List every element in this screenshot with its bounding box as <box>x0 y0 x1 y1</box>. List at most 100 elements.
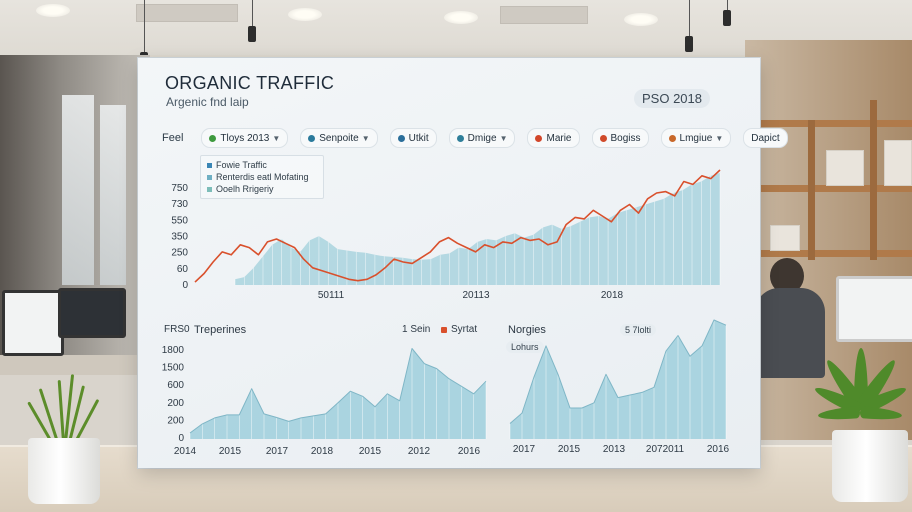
x-tick-label: 20113 <box>462 290 490 301</box>
x-tick-label: 2017 <box>266 446 289 457</box>
chip-label: Tloys 2013 <box>220 132 270 144</box>
filter-chip-dapict[interactable]: Dapict <box>743 128 788 148</box>
filter-chip-dmige[interactable]: Dmige ▼ <box>448 128 516 148</box>
x-tick-label: 2012 <box>408 446 431 457</box>
background-monitor <box>2 290 64 356</box>
pendant-cord <box>252 0 253 26</box>
legend-label: Ooelh Rrigeriy <box>216 184 274 194</box>
chip-label: Senpoite <box>319 132 359 144</box>
shelf <box>748 250 912 257</box>
shelf <box>748 185 912 192</box>
bottom-left-series-a: 1 Sein <box>402 324 431 335</box>
ceiling-vent <box>136 4 238 22</box>
dot-icon <box>535 134 543 142</box>
ceiling-vent <box>500 6 588 24</box>
filter-feed-label: Feel <box>162 132 184 144</box>
y-tick-label: 200 <box>167 415 184 426</box>
bottom-right-title: Norgies <box>508 324 546 336</box>
pendant-lamp <box>248 26 256 42</box>
y-tick-label: 550 <box>171 215 188 226</box>
top-chart-legend: Fowie Traffic Renterdis eatl Mofating Oo… <box>200 155 324 199</box>
chevron-down-icon: ▼ <box>715 133 724 143</box>
chip-label: Lmgiue <box>679 132 713 144</box>
person-body <box>755 288 825 378</box>
y-tick-label: 0 <box>178 433 184 444</box>
chevron-down-icon: ▼ <box>361 133 370 143</box>
filter-chip-lmgiue[interactable]: Lmgiue ▼ <box>660 128 732 148</box>
chip-label: Bogiss <box>610 132 641 144</box>
pendant-lamp <box>723 10 731 26</box>
dot-icon <box>397 134 405 142</box>
x-tick-label: 2018 <box>601 290 624 301</box>
filter-bar: Feel Tloys 2013 ▼ Senpoite ▼ Utkit Dmige… <box>162 128 788 148</box>
y-tick-label: 1500 <box>162 363 185 374</box>
filter-chip-utkit[interactable]: Utkit <box>389 128 437 148</box>
x-tick-label: 2013 <box>603 444 626 455</box>
plant-pot <box>832 430 908 502</box>
chip-label: Marie <box>546 132 572 144</box>
filter-chip-senpoite[interactable]: Senpoite ▼ <box>300 128 378 148</box>
x-tick-label: 2015 <box>558 444 581 455</box>
ceiling-light <box>36 4 70 17</box>
y-tick-label: 730 <box>171 199 188 210</box>
charts-canvas: 750 730 550 350 250 60 0 50111 20113 2018 1800 1500… <box>162 169 730 457</box>
x-tick-label: 2016 <box>707 444 730 455</box>
y-tick-label: 250 <box>171 248 188 259</box>
bottom-left-series-b: Syrtat <box>451 324 478 335</box>
pendant-lamp <box>685 36 693 52</box>
x-tick-label: 2072011 <box>646 444 685 455</box>
legend-label: Fowie Traffic <box>216 160 267 170</box>
dot-icon <box>441 327 447 333</box>
chip-label: Utkit <box>408 132 429 144</box>
x-tick-label: 2015 <box>219 446 242 457</box>
pendant-cord <box>689 0 690 36</box>
legend-swatch <box>207 175 212 181</box>
x-tick-label: 2015 <box>359 446 382 457</box>
x-tick-label: 2014 <box>174 446 197 457</box>
ceiling-light <box>444 11 478 24</box>
ceiling-light <box>288 8 322 21</box>
shelf <box>748 120 912 127</box>
pendant-cord <box>144 0 145 52</box>
shelf-box <box>770 225 800 251</box>
x-tick-label: 2018 <box>311 446 334 457</box>
y-tick-label: 60 <box>177 264 189 275</box>
shelf-box <box>826 150 864 186</box>
legend-swatch <box>207 187 212 193</box>
filter-chip-tloys[interactable]: Tloys 2013 ▼ <box>201 128 289 148</box>
dashboard-board: ORGANIC TRAFFIC Argenic fnd laip PSO 201… <box>138 58 788 468</box>
grass-plant <box>24 360 104 510</box>
dot-icon <box>308 134 316 142</box>
bottom-right-tag: Lohurs <box>506 341 544 353</box>
year-badge: PSO 2018 <box>634 89 710 108</box>
board-subtitle: Argenic fnd laip <box>166 95 249 109</box>
shelf-divider <box>870 100 877 260</box>
x-tick-label: 50111 <box>318 290 345 301</box>
dot-icon <box>209 134 217 142</box>
line-series <box>194 169 721 283</box>
legend-item: Renterdis eatl Mofating <box>207 172 309 182</box>
succulent-plant <box>808 330 912 510</box>
y-tick-label: 0 <box>182 280 188 291</box>
bottom-right-badge: 5 7lolti <box>620 324 657 336</box>
leaf <box>859 406 903 422</box>
y-tick-label: 750 <box>171 183 188 194</box>
board-title: ORGANIC TRAFFIC <box>165 73 335 93</box>
window <box>100 105 126 285</box>
shelf-divider <box>808 120 815 260</box>
filter-chip-bogiss[interactable]: Bogiss <box>591 128 649 148</box>
y-tick-label: 1800 <box>162 345 185 356</box>
y-tick-label: 350 <box>171 232 188 243</box>
background-monitor <box>58 288 126 338</box>
area-outline <box>509 319 727 424</box>
legend-swatch <box>207 163 212 169</box>
y-tick-label: 200 <box>167 398 184 409</box>
area-outline <box>189 348 487 434</box>
filter-chip-marie[interactable]: Marie <box>527 128 580 148</box>
background-desk <box>0 355 145 375</box>
x-tick-label: 2016 <box>458 446 481 457</box>
window <box>62 95 94 285</box>
dot-icon <box>456 134 464 142</box>
legend-item: Ooelh Rrigeriy <box>207 184 274 194</box>
ceiling-light <box>624 13 658 26</box>
